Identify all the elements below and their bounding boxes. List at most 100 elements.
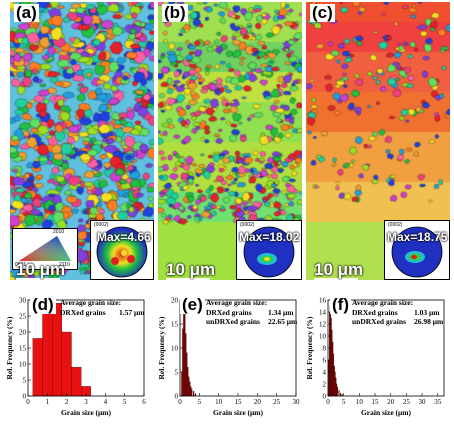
x-tick-label: 5 [198, 398, 202, 406]
scale-bar-label-c: 10 μm [314, 260, 364, 279]
scale-bar-label-a: 10 μm [16, 260, 66, 279]
x-tick-label: 25 [273, 398, 281, 406]
y-tick-label: 6 [323, 356, 327, 364]
histogram-bar [192, 391, 195, 397]
pf-max-a: Max=4.66 [97, 230, 151, 244]
y-tick-label: 20 [19, 328, 27, 336]
y-tick-label: 10 [19, 360, 27, 368]
panel-label-e: (e) [180, 295, 205, 314]
pf-max-b: Max=18.02 [239, 230, 300, 244]
histogram-panel-e: 0 5 10 15 20 25 30 0 5 10 15 20 Grain size (μm) Rel. … [156, 292, 304, 420]
annotation-row-value-d-0: 1.57 μm [119, 308, 145, 317]
x-tick-label: 20 [254, 398, 262, 406]
panel-label-a: (a) [14, 3, 39, 22]
y-tick-label: 16 [319, 296, 327, 304]
y-tick-label: 4 [323, 368, 327, 376]
y-tick-label: 0 [175, 392, 179, 400]
histogram-panel-f: 0 5 10 15 20 25 30 35 0 2 4 6 8 10 12 14 16 Grain size (μ… [304, 292, 452, 420]
x-tick-label: 2 [65, 398, 69, 406]
annotation-row-name-e-0: DRXed grains [206, 308, 252, 317]
x-tick-label: 15 [235, 398, 243, 406]
ipf-label-left: 0001 [15, 262, 27, 268]
y-tick-label: 5 [175, 368, 179, 376]
pf-max-c: Max=18.75 [387, 230, 448, 244]
x-tick-label: 0 [326, 398, 330, 406]
x-tick-label: 4 [104, 398, 108, 406]
x-tick-label: 25 [403, 398, 411, 406]
annotation-row-value-f-1: 26.98 μm [414, 317, 444, 326]
ipf-triangle [19, 236, 71, 261]
annotation-title-e: Average grain size: [206, 298, 268, 307]
y-tick-label: 15 [171, 320, 179, 328]
annotation-title-f: Average grain size: [352, 298, 414, 307]
panel-label-b: (b) [162, 3, 188, 22]
y-tick-label: 0 [23, 392, 27, 400]
x-tick-label: 5 [123, 398, 127, 406]
y-axis-label: Rel. Frequency (%) [5, 316, 14, 379]
pf-code-b: (0002) [240, 222, 255, 228]
ipf-label-right: 2110 [59, 262, 70, 268]
panel-label-d: (d) [30, 295, 56, 314]
x-tick-label: 3 [84, 398, 88, 406]
histogram-e: 0 5 10 15 20 25 30 0 5 10 15 20 Grain size (μm) Rel. … [157, 296, 301, 417]
y-tick-label: 25 [19, 312, 27, 320]
histogram-bar [336, 386, 338, 397]
y-tick-label: 15 [19, 344, 27, 352]
histogram-bar [338, 389, 340, 397]
annotation-row-value-e-0: 1.34 μm [268, 308, 294, 317]
scale-bar-b [166, 278, 210, 280]
annotation-row-name-d-0: DRXed grains [60, 308, 106, 317]
x-tick-label: 20 [387, 398, 395, 406]
y-tick-label: 0 [323, 392, 327, 400]
y-tick-label: 2 [323, 380, 327, 388]
histogram-bar [190, 388, 193, 397]
ebsd-panel-a: (a) 2010 0001 2110 10 μm [10, 2, 154, 280]
annotation-row-value-f-0: 1.03 μm [414, 308, 440, 317]
y-tick-label: 14 [319, 308, 327, 316]
histogram-bar [42, 303, 53, 397]
annotation-row-name-f-1: unDRXed grains [352, 317, 406, 326]
x-axis-label: Grain size (μm) [213, 408, 264, 417]
y-axis-label: Rel. Frequency (%) [305, 316, 314, 379]
histogram-bar [61, 331, 72, 397]
pole-figure-a: (0002) Max=4.66 [90, 220, 154, 280]
scale-bar-c [314, 278, 358, 280]
scale-bar-a [16, 278, 60, 280]
histogram-f: 0 5 10 15 20 25 30 35 0 2 4 6 8 10 12 14 16 Grain size (μ… [305, 296, 445, 417]
x-tick-label: 0 [178, 398, 182, 406]
histogram-d: 0 1 2 3 4 5 6 0 5 10 15 20 25 30 Grain size (μm) Rel. F… [5, 296, 146, 417]
x-tick-label: 6 [142, 398, 146, 406]
pole-figure-b: (0002) Max=18.02 [236, 220, 302, 280]
x-tick-label: 35 [434, 398, 442, 406]
annotation-row-value-e-1: 22.65 μm [268, 317, 298, 326]
ipf-label-top: 2010 [53, 229, 65, 235]
y-tick-label: 8 [323, 344, 327, 352]
annotation-row-name-f-0: DRXed grains [352, 308, 398, 317]
ebsd-panel-c: (c) 10 μm (0002) Max=18.75 [306, 2, 450, 280]
y-tick-label: 20 [171, 296, 179, 304]
x-tick-label: 1 [46, 398, 50, 406]
histogram-bar [32, 338, 43, 397]
x-tick-label: 5 [342, 398, 346, 406]
ebsd-panel-b: (b) 10 μm (0002) Max=18.02 [158, 2, 302, 280]
ipf-legend: 2010 0001 2110 [12, 228, 78, 270]
histogram-bar [52, 303, 62, 397]
y-tick-label: 10 [319, 332, 327, 340]
panel-label-f: (f) [330, 295, 351, 314]
x-tick-label: 0 [26, 398, 30, 406]
histogram-panel-d: 0 1 2 3 4 5 6 0 5 10 15 20 25 30 Grain size (μm) Rel. F… [4, 292, 152, 420]
x-axis-label: Grain size (μm) [361, 408, 412, 417]
x-tick-label: 10 [356, 398, 364, 406]
histogram-bar [339, 392, 342, 397]
pf-code-c: (0002) [388, 222, 403, 228]
x-tick-label: 30 [293, 398, 301, 406]
x-tick-label: 30 [419, 398, 427, 406]
pole-figure-c: (0002) Max=18.75 [384, 220, 450, 280]
annotation-title-d: Average grain size: [60, 298, 122, 307]
x-tick-label: 15 [372, 398, 380, 406]
y-axis-label: Rel. Frequency (%) [157, 316, 166, 379]
pf-code-a: (0002) [94, 222, 109, 228]
y-tick-label: 12 [319, 320, 327, 328]
annotation-row-name-e-1: unDRXed grains [206, 317, 260, 326]
y-tick-label: 5 [23, 376, 27, 384]
